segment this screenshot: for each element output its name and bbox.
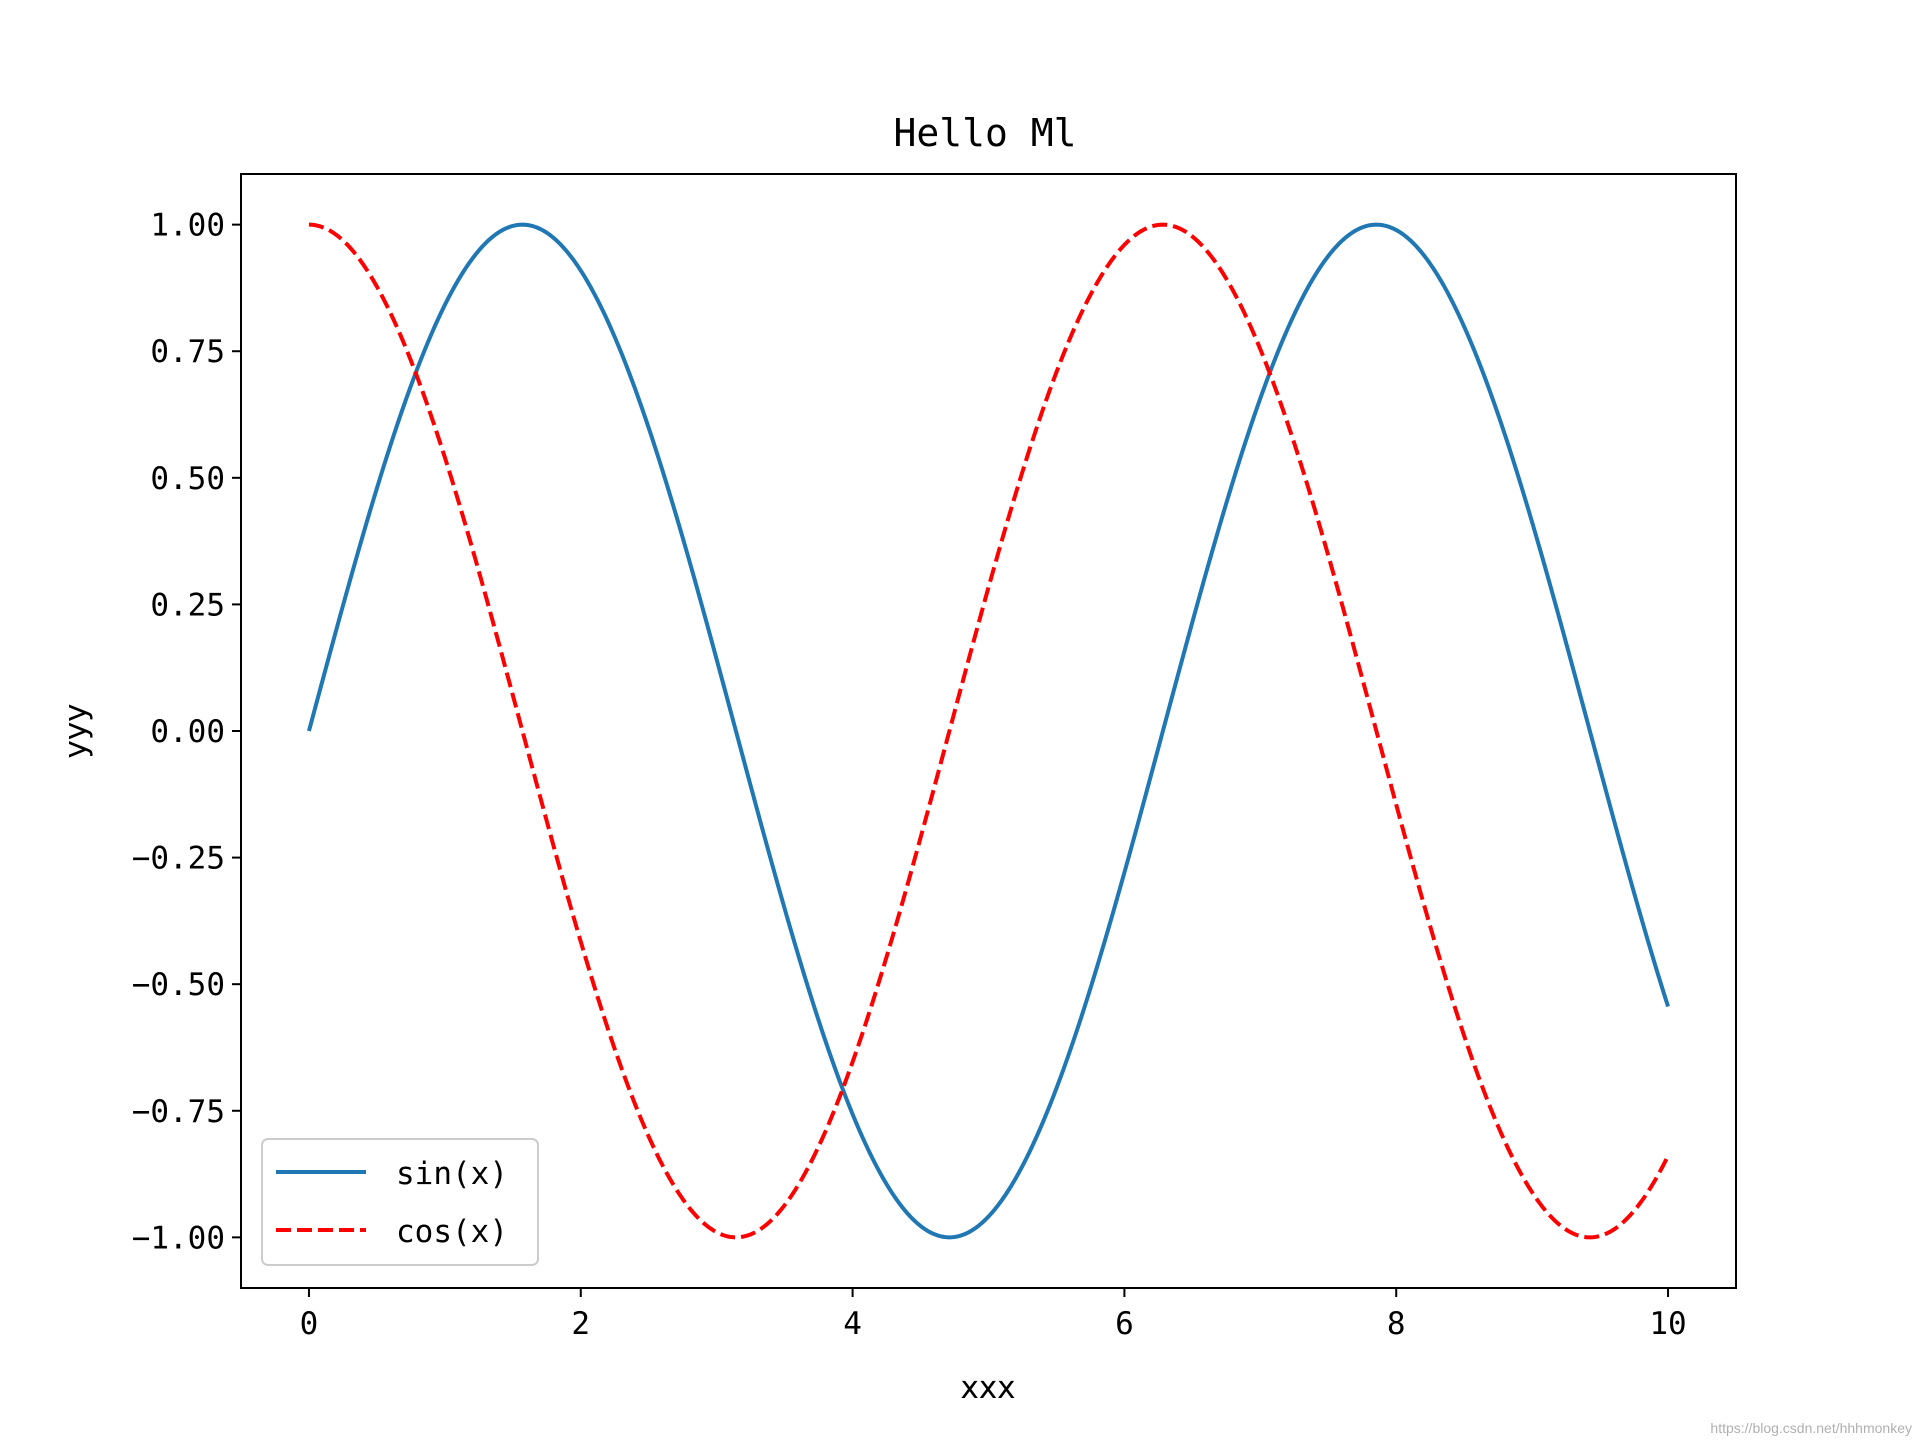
x-tick-label: 8 — [1387, 1306, 1406, 1342]
y-axis: 1.00 0.75 0.50 0.25 0.00 −0.25 −0.50 −0.75 −1.00 — [132, 208, 241, 1256]
x-tick-label: 10 — [1649, 1306, 1686, 1342]
y-tick-label: 0.25 — [150, 587, 225, 623]
legend: sin(x) cos(x) — [261, 1138, 539, 1266]
y-tick-label: −0.50 — [132, 967, 225, 1003]
x-tick-label: 0 — [300, 1306, 319, 1342]
x-tick-label: 2 — [571, 1306, 590, 1342]
y-tick-label: 0.75 — [150, 334, 225, 370]
chart-title: Hello Ml — [893, 111, 1076, 155]
x-tick-label: 6 — [1115, 1306, 1134, 1342]
x-axis: 0 2 4 6 8 10 — [300, 1288, 1687, 1342]
y-tick-label: −0.25 — [132, 841, 225, 877]
watermark: https://blog.csdn.net/hhhmonkey — [1710, 1420, 1912, 1436]
y-tick-label: 1.00 — [150, 208, 225, 244]
x-tick-label: 4 — [843, 1306, 862, 1342]
y-tick-label: 0.50 — [150, 461, 225, 497]
x-axis-label: xxx — [960, 1370, 1015, 1406]
y-tick-label: −0.75 — [132, 1094, 225, 1130]
y-tick-label: 0.00 — [150, 714, 225, 750]
legend-label-sin: sin(x) — [396, 1156, 508, 1192]
legend-label-cos: cos(x) — [396, 1214, 508, 1250]
series-line-cosx — [308, 222, 1670, 1240]
y-tick-label: −1.00 — [132, 1220, 225, 1256]
series-line-sinx — [307, 222, 1670, 1240]
plot-area — [307, 222, 1670, 1240]
axes-frame — [240, 173, 1737, 1289]
y-axis-label: yyy — [58, 703, 94, 758]
